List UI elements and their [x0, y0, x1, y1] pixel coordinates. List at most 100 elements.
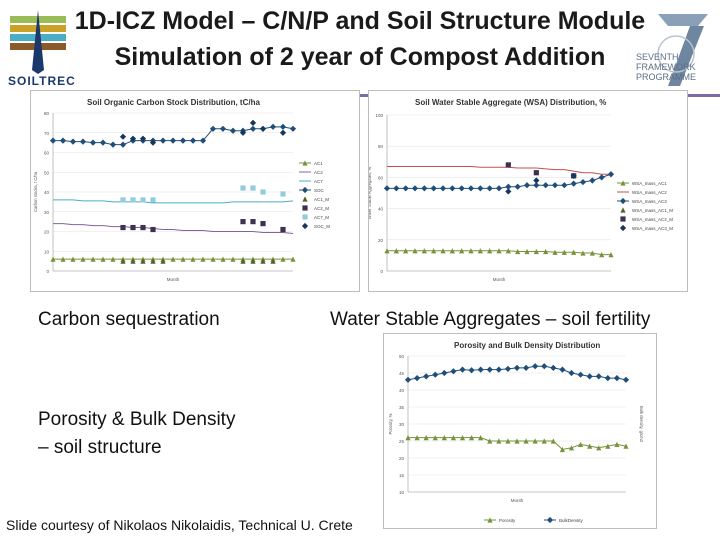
data-point — [468, 367, 475, 374]
legend-marker — [302, 160, 308, 166]
y-tick-label: 70 — [44, 131, 50, 136]
data-point — [70, 256, 76, 262]
data-point — [403, 248, 409, 254]
data-point — [523, 182, 531, 189]
series-AC7 — [53, 199, 294, 204]
y-tick-label: 40 — [44, 190, 50, 195]
data-point — [505, 438, 511, 444]
data-point — [430, 185, 437, 192]
chart-title: Soil Organic Carbon Stock Distribution, … — [87, 98, 260, 107]
series-SOC — [49, 123, 297, 148]
y2-axis-label: Bulk density, g/cm3 — [639, 406, 644, 443]
data-point — [120, 197, 126, 203]
data-point — [568, 369, 575, 377]
caption-porosity-1: Porosity & Bulk Density — [38, 409, 236, 430]
legend-marker — [620, 207, 626, 213]
series-line — [387, 165, 611, 175]
data-point — [468, 248, 474, 254]
data-point — [402, 185, 409, 192]
legend-marker — [301, 186, 309, 194]
data-point — [459, 435, 466, 441]
data-point — [404, 376, 412, 383]
data-point — [613, 375, 621, 382]
data-point — [599, 252, 605, 258]
data-point — [130, 258, 136, 264]
data-point — [477, 366, 484, 373]
data-point — [190, 256, 196, 262]
data-point — [559, 366, 566, 373]
data-point — [486, 366, 493, 373]
legend-label: WSA_mass_AC2_M — [632, 217, 673, 222]
data-point — [130, 197, 136, 203]
y-tick-label: 10 — [44, 249, 50, 254]
data-point — [290, 256, 296, 262]
data-point — [423, 435, 429, 441]
y-tick-label: 100 — [375, 113, 383, 118]
data-point — [140, 224, 146, 231]
data-point — [210, 256, 216, 262]
data-point — [450, 435, 457, 441]
credit-text: Slide courtesy of Nikolaos Nikolaidis, T… — [6, 517, 353, 533]
data-point — [514, 183, 521, 190]
data-point — [487, 248, 493, 254]
data-point — [478, 435, 484, 441]
legend-label: AC1_M — [314, 197, 329, 202]
data-point — [543, 248, 549, 255]
data-point — [604, 375, 611, 382]
y-tick-label: 35 — [399, 405, 405, 410]
data-point — [487, 438, 493, 444]
y-tick-label: 80 — [378, 144, 384, 149]
y-tick-label: 25 — [399, 439, 405, 444]
data-point — [50, 256, 56, 262]
data-point — [129, 135, 137, 142]
data-point — [260, 189, 266, 195]
data-point — [468, 435, 475, 441]
slide-title-line1: 1D-ICZ Model – C/N/P and Soil Structure … — [74, 7, 646, 35]
y-tick-label: 20 — [44, 230, 50, 235]
x-axis-label: Month — [493, 277, 506, 282]
data-point — [240, 258, 246, 264]
x-axis-label: Month — [511, 498, 524, 503]
fp7-text: SEVENTH FRAMEWORK PROGRAMME — [636, 52, 697, 82]
data-point — [150, 226, 156, 233]
data-point — [495, 185, 503, 192]
chart-title: Porosity and Bulk Density Distribution — [454, 341, 600, 350]
data-point — [459, 366, 466, 373]
data-point — [459, 248, 465, 254]
data-point — [579, 178, 587, 186]
legend-marker — [302, 196, 308, 202]
data-point — [533, 177, 540, 184]
data-point — [541, 363, 548, 370]
data-point — [279, 129, 287, 136]
y-tick-label: 0 — [380, 269, 383, 274]
y-tick-label: 20 — [399, 456, 405, 461]
data-point — [533, 248, 539, 255]
data-point — [279, 123, 287, 130]
data-point — [405, 435, 411, 441]
data-point — [623, 443, 629, 449]
data-point — [439, 185, 447, 192]
data-point — [250, 219, 256, 225]
series-line — [53, 199, 294, 204]
data-point — [441, 435, 447, 441]
data-point — [280, 191, 286, 197]
y-tick-label: 0 — [46, 269, 49, 274]
data-point — [79, 138, 87, 145]
data-point — [505, 188, 512, 195]
data-point — [249, 125, 257, 132]
data-point — [250, 258, 256, 264]
data-point — [413, 375, 421, 382]
data-point — [515, 248, 521, 255]
y-tick-label: 20 — [378, 238, 384, 243]
porosity-chart-svg: Porosity and Bulk Density Distribution 10… — [388, 341, 644, 524]
data-point — [384, 248, 390, 254]
data-point — [89, 139, 97, 146]
y-axis-label: Water Stable Aggregates, % — [369, 167, 372, 220]
y-tick-label: 40 — [399, 388, 405, 393]
y-axis-label: Carbon stocks, t C/ha — [33, 171, 38, 212]
series-Porosity — [405, 435, 629, 453]
legend-marker — [619, 224, 627, 232]
data-point — [522, 364, 530, 371]
data-point — [160, 258, 166, 264]
data-point — [570, 180, 577, 187]
